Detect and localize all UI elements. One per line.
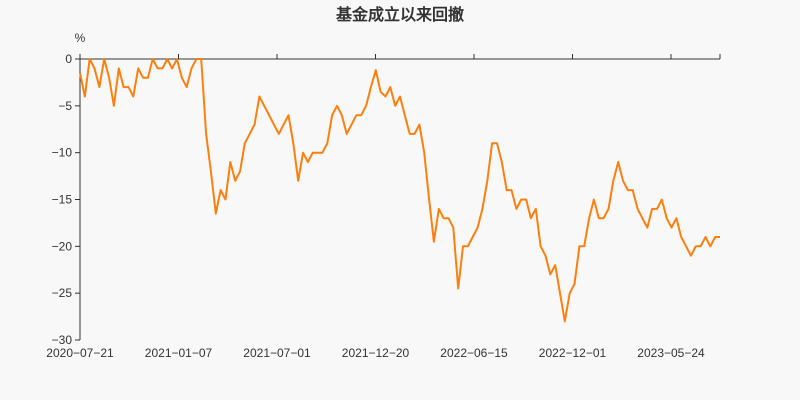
y-tick-label: −30 bbox=[52, 333, 73, 347]
x-tick-label: 2021−01−07 bbox=[145, 346, 213, 360]
y-axis-unit-label: % bbox=[75, 31, 86, 45]
x-tick-label: 2021−07−01 bbox=[243, 346, 311, 360]
x-tick-label: 2023−05−24 bbox=[637, 346, 705, 360]
x-tick-label: 2021−12−20 bbox=[342, 346, 410, 360]
y-tick-label: −10 bbox=[52, 146, 73, 160]
y-tick-label: −15 bbox=[52, 193, 73, 207]
y-tick-label: −5 bbox=[58, 99, 72, 113]
x-tick-label: 2022−12−01 bbox=[539, 346, 607, 360]
y-tick-label: 0 bbox=[65, 52, 72, 66]
x-tick-label: 2022−06−15 bbox=[440, 346, 508, 360]
drawdown-series-line bbox=[79, 58, 720, 323]
chart-title: 基金成立以来回撤 bbox=[335, 5, 464, 24]
x-tick-label: 2020−07−21 bbox=[46, 346, 114, 360]
y-tick-label: −25 bbox=[52, 286, 73, 300]
y-tick-label: −20 bbox=[52, 239, 73, 253]
